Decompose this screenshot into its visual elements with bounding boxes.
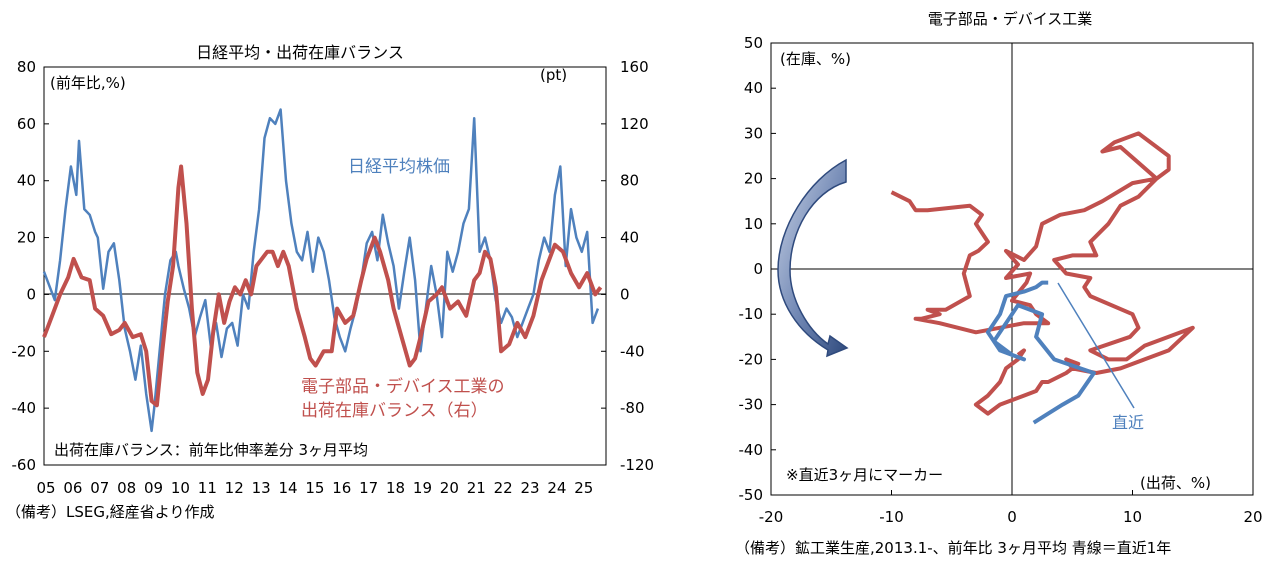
right-x-tick-label: -20 (759, 508, 784, 526)
nikkei-series-label: 日経平均株価 (348, 157, 450, 177)
right-y-tick-label: 30 (744, 124, 763, 142)
right-chart-source: （備考）鉱工業生産,2013.1-、前年比 3ヶ月平均 青線＝直近1年 (735, 539, 1171, 557)
left-y2-tick-label: 80 (620, 172, 639, 190)
right-y-tick-label: -10 (739, 305, 764, 323)
left-chart-source: （備考）LSEG,経産省より作成 (6, 503, 214, 521)
scatter-series-recent-line (985, 280, 1096, 425)
left-x-tick-label: 23 (520, 479, 539, 497)
right-x-tick-label: -10 (879, 508, 904, 526)
left-y2-tick-label: -40 (620, 342, 645, 360)
recent-annotation-label: 直近 (1112, 413, 1144, 432)
right-y-axis: 50 40 30 20 10 0 -10 -20 -30 -40 -50 (739, 34, 776, 504)
left-x-tick-label: 21 (467, 479, 486, 497)
right-chart-note: ※直近3ヶ月にマーカー (786, 466, 943, 484)
left-x-tick-label: 25 (574, 479, 593, 497)
left-x-tick-label: 16 (332, 479, 351, 497)
left-y2-tick-label: -120 (620, 456, 654, 474)
left-y2-tick-label: 120 (620, 115, 649, 133)
left-y-tick-label: -40 (12, 399, 37, 417)
left-y-tick-label: -60 (12, 456, 37, 474)
left-y-tick-label: 40 (17, 172, 36, 190)
left-y-axis: 80 60 40 20 0 -20 -40 -60 (12, 58, 49, 474)
left-y2-axis: 160 120 80 40 0 -40 -80 -120 (601, 58, 654, 474)
left-x-tick-label: 22 (494, 479, 513, 497)
right-y-tick-label: 20 (744, 170, 763, 188)
right-y-tick-label: -20 (739, 350, 764, 368)
right-xlabel: (出荷、%) (1140, 474, 1211, 492)
rotation-arrow-icon (777, 158, 849, 358)
left-x-tick-label: 20 (440, 479, 459, 497)
left-x-tick-label: 12 (225, 479, 244, 497)
right-y-tick-label: -50 (739, 486, 764, 504)
left-x-tick-label: 05 (36, 479, 55, 497)
left-x-tick-label: 10 (171, 479, 190, 497)
left-chart-note: 出荷在庫バランス：前年比伸率差分 3ヶ月平均 (54, 441, 368, 459)
left-x-tick-label: 08 (117, 479, 136, 497)
right-y-tick-label: 0 (753, 260, 763, 278)
left-y2-tick-label: 40 (620, 229, 639, 247)
right-x-tick-label: 20 (1243, 508, 1262, 526)
right-chart: 電子部品・デバイス工業 (在庫、%) (出荷、%) 50 40 30 20 10 0 -10… (735, 10, 1263, 557)
left-ylabel: (前年比,%) (50, 74, 126, 92)
left-y-tick-label: 0 (26, 285, 36, 303)
left-y2-tick-label: 160 (620, 58, 649, 76)
left-y-tick-label: 80 (17, 58, 36, 76)
right-chart-title: 電子部品・デバイス工業 (928, 10, 1093, 28)
left-chart-title: 日経平均・出荷在庫バランス (196, 43, 404, 62)
left-y-tick-label: 60 (17, 115, 36, 133)
left-y2-tick-label: -80 (620, 399, 645, 417)
electronics-balance-series-line (42, 164, 603, 408)
balance-series-label-line1: 電子部品・デバイス工業の (301, 376, 505, 397)
right-y-tick-label: 50 (744, 34, 763, 52)
left-x-tick-label: 14 (278, 479, 297, 497)
left-y2-tick-label: 0 (620, 285, 630, 303)
left-plot-frame (43, 66, 607, 466)
left-x-tick-label: 11 (198, 479, 217, 497)
left-x-tick-label: 06 (63, 479, 82, 497)
left-x-tick-label: 07 (90, 479, 109, 497)
recent-annotation-pointer (1057, 282, 1135, 409)
right-x-axis: -20 -10 0 10 20 (759, 490, 1263, 526)
right-y-tick-label: -40 (739, 441, 764, 459)
left-y-tick-label: -20 (12, 342, 37, 360)
balance-series-label-line2: 出荷在庫バランス（右） (301, 401, 488, 421)
scatter-series-2013-line (890, 131, 1195, 416)
left-y-tick-label: 20 (17, 229, 36, 247)
left-x-tick-label: 09 (144, 479, 163, 497)
right-x-tick-label: 0 (1007, 508, 1017, 526)
left-x-tick-label: 15 (305, 479, 324, 497)
left-x-tick-label: 18 (386, 479, 405, 497)
left-y2label: (pt) (540, 66, 567, 84)
right-y-tick-label: 10 (744, 215, 763, 233)
left-x-tick-label: 24 (547, 479, 566, 497)
right-x-tick-label: 10 (1123, 508, 1142, 526)
right-ylabel: (在庫、%) (780, 50, 851, 68)
right-y-tick-label: 40 (744, 79, 763, 97)
nikkei-series-line (42, 108, 600, 433)
left-x-axis: 05 06 07 08 09 10 11 12 13 14 15 16 17 18 19 20 21 22 23 24… (36, 479, 593, 497)
left-x-tick-label: 19 (413, 479, 432, 497)
left-chart: 日経平均・出荷在庫バランス (前年比,%) (pt) 80 60 40 20 0 -20 -… (6, 43, 654, 521)
left-x-tick-label: 17 (359, 479, 378, 497)
left-x-tick-label: 13 (252, 479, 271, 497)
right-y-tick-label: -30 (739, 396, 764, 414)
